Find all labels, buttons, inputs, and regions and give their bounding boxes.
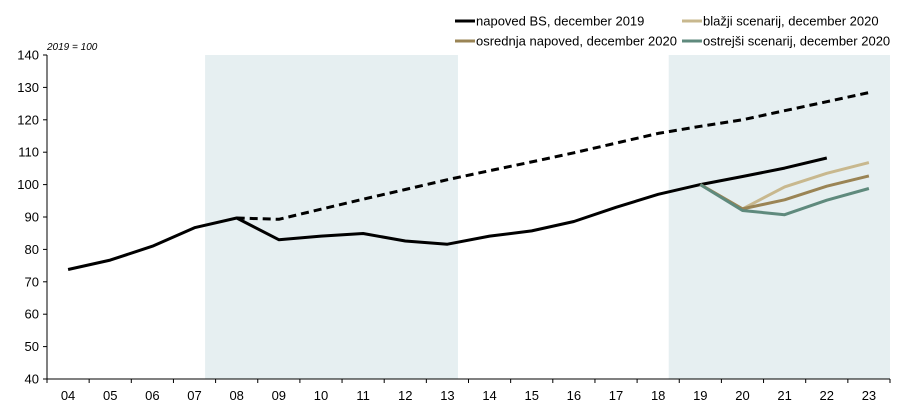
y-tick-label: 120 bbox=[17, 112, 39, 127]
series-line-5 bbox=[699, 183, 870, 217]
x-tick-label: 10 bbox=[314, 388, 328, 403]
y-tick-label: 100 bbox=[17, 177, 39, 192]
axes: 40 50 60 70 80 90 100 110 120 130 140 04 05 06 07 08 09 1… bbox=[17, 48, 891, 403]
y-tick-label: 80 bbox=[25, 242, 39, 257]
x-tick-label: 21 bbox=[777, 388, 791, 403]
x-tick-label: 22 bbox=[820, 388, 834, 403]
legend-label: blažji scenarij, december 2020 bbox=[703, 14, 879, 29]
x-tick-label: 19 bbox=[693, 388, 707, 403]
y-tick-label: 110 bbox=[18, 145, 39, 160]
x-tick-label: 07 bbox=[187, 388, 201, 403]
x-tick-label: 14 bbox=[482, 388, 496, 403]
y-tick-label: 70 bbox=[25, 274, 39, 289]
x-tick-label: 20 bbox=[735, 388, 749, 403]
legend: napoved BS, december 2019 blažji scenarij… bbox=[455, 14, 890, 49]
x-tick-label: 17 bbox=[609, 388, 623, 403]
shaded-period-1 bbox=[205, 55, 458, 379]
legend-label: napoved BS, december 2019 bbox=[476, 14, 644, 29]
y-tick-label: 60 bbox=[25, 307, 39, 322]
legend-label: ostrejši scenarij, december 2020 bbox=[703, 34, 890, 49]
shaded-periods bbox=[205, 55, 890, 379]
x-tick-label: 08 bbox=[229, 388, 243, 403]
x-tick-label: 11 bbox=[356, 388, 370, 403]
series-lines bbox=[67, 91, 870, 271]
y-tick-label: 50 bbox=[25, 339, 39, 354]
y-tick-label: 90 bbox=[25, 210, 39, 225]
x-tick-label: 04 bbox=[61, 388, 75, 403]
series-line-2 bbox=[236, 91, 870, 221]
x-tick-label: 05 bbox=[103, 388, 117, 403]
x-tick-label: 18 bbox=[651, 388, 665, 403]
x-tick-label: 23 bbox=[862, 388, 876, 403]
shaded-period-2 bbox=[668, 55, 890, 379]
legend-label: osrednja napoved, december 2020 bbox=[476, 34, 677, 49]
x-tick-label: 09 bbox=[272, 388, 286, 403]
unit-note: 2019 = 100 bbox=[46, 42, 98, 53]
x-tick-label: 16 bbox=[567, 388, 581, 403]
x-tick-label: 13 bbox=[440, 388, 454, 403]
x-tick-label: 12 bbox=[398, 388, 412, 403]
y-tick-label: 40 bbox=[25, 372, 39, 387]
x-tick-label: 15 bbox=[524, 388, 538, 403]
y-tick-label: 130 bbox=[17, 80, 39, 95]
y-tick-label: 140 bbox=[17, 48, 39, 63]
x-tick-label: 06 bbox=[145, 388, 159, 403]
